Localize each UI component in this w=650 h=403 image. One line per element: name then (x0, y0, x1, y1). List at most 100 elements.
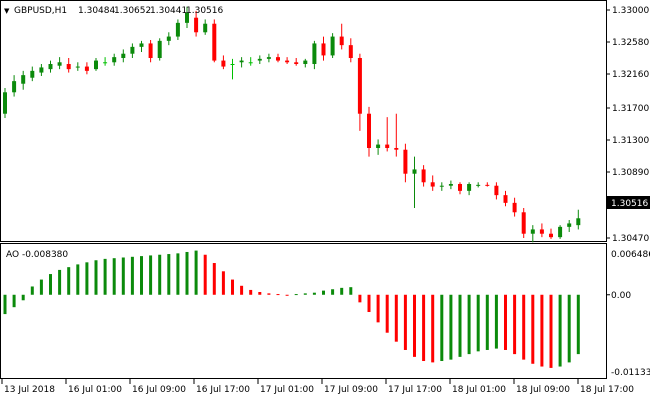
ao-bar (121, 257, 125, 295)
time-tick-label: 17 Jul 17:00 (388, 385, 442, 395)
time-tick-label: 13 Jul 2018 (4, 385, 55, 395)
ao-bar (431, 294, 435, 363)
candle-body (3, 92, 7, 114)
candle-body (321, 43, 326, 56)
candle-body (412, 169, 417, 174)
ao-bar (485, 294, 489, 350)
time-tick-label: 18 Jul 09:00 (516, 385, 570, 395)
ao-bar (194, 250, 198, 295)
candle-body (66, 64, 71, 70)
ao-bar (140, 256, 143, 295)
time-axis: 13 Jul 2018 16 Jul 01:00 16 Jul 09:00 16 Ju… (1, 379, 634, 395)
candle-body (285, 60, 290, 63)
time-tick-label: 16 Jul 09:00 (132, 385, 186, 395)
ao-bar (312, 292, 316, 295)
price-tick-label: 1.32580 (612, 38, 649, 48)
price-tick-label: 1.32160 (612, 70, 649, 80)
candle-body (485, 184, 490, 186)
ao-histogram (3, 250, 610, 368)
ao-bar (12, 294, 16, 308)
time-tick-label: 16 Jul 01:00 (68, 385, 122, 395)
ao-bar (476, 294, 480, 352)
candle-body (121, 53, 126, 58)
candle-body (248, 62, 253, 64)
ao-bar (504, 294, 507, 350)
candle-body (30, 70, 35, 78)
candle-body (94, 60, 98, 70)
ao-scale-min: -0.011337 (611, 368, 650, 378)
candle-body (130, 46, 135, 54)
candle-body (476, 184, 481, 186)
candle-body (394, 148, 399, 150)
time-tick-label: 17 Jul 09:00 (324, 385, 378, 395)
ao-bar (39, 279, 43, 295)
ao-bar (94, 260, 98, 295)
candle-body (567, 223, 572, 227)
candle-body (558, 226, 563, 238)
ao-bar (458, 294, 462, 357)
ohlc-low: 1.30441 (150, 6, 187, 16)
price-tick-label: 1.30470 (612, 234, 649, 244)
candle-body (512, 202, 517, 213)
ao-bar (49, 274, 52, 295)
candle-body (21, 75, 26, 84)
candle-body (57, 62, 62, 66)
candle-body (221, 60, 226, 67)
header-arrow-icon[interactable]: ▼ (4, 7, 10, 15)
candle-body (257, 58, 262, 61)
ao-bar (21, 294, 25, 301)
ao-bar (30, 286, 34, 295)
ao-bar (358, 294, 362, 303)
candle-body (112, 57, 117, 63)
candle-body (266, 57, 271, 59)
candle-body (84, 66, 89, 71)
ao-bar (267, 293, 271, 295)
ao-bar (376, 294, 380, 323)
ao-bar (130, 256, 134, 295)
ao-bar (149, 255, 153, 295)
ao-bar (212, 263, 216, 295)
candle-body (212, 23, 217, 61)
ao-bar (540, 294, 544, 367)
candle-body (303, 60, 308, 64)
ao-label: AO -0.008380 (6, 250, 68, 260)
ao-bar (440, 294, 444, 362)
ao-bar (422, 294, 426, 362)
candle-body (48, 64, 53, 70)
ao-bar (258, 292, 262, 295)
current-price-label: 1.30516 (611, 199, 648, 209)
price-tick-label: 1.30890 (612, 168, 649, 178)
ao-scale-zero: 0.00 (611, 291, 631, 301)
ohlc-close: 1.30516 (186, 6, 223, 16)
ao-bar (158, 254, 162, 295)
candle-body (239, 60, 244, 63)
candle-body (376, 144, 381, 148)
ohlc-high: 1.30652 (114, 6, 151, 16)
current-price-box (607, 196, 650, 209)
candle-body (166, 36, 171, 41)
candle-body (12, 81, 17, 93)
price-scale: 1.33000 1.32580 1.32160 1.31700 1.31300 1.308… (606, 6, 649, 244)
time-tick-label: 18 Jul 01:00 (452, 385, 506, 395)
candle-body (458, 184, 462, 191)
candle-body (276, 57, 280, 61)
ao-bar (285, 294, 289, 296)
time-tick-label: 16 Jul 17:00 (196, 385, 250, 395)
ao-bar (167, 254, 171, 295)
ao-bar (294, 294, 298, 296)
ao-bar (349, 287, 353, 295)
candle-body (430, 182, 435, 187)
candle-body (175, 22, 180, 37)
ao-bar (413, 294, 416, 357)
candle-body (348, 45, 353, 58)
candle-body (139, 43, 144, 47)
ao-bar (531, 294, 535, 364)
ao-bar (340, 287, 344, 295)
candle-body (576, 218, 581, 226)
ao-bar (67, 267, 71, 295)
candle-body (75, 66, 80, 68)
ao-bar (385, 294, 389, 333)
ao-bar (322, 290, 325, 295)
